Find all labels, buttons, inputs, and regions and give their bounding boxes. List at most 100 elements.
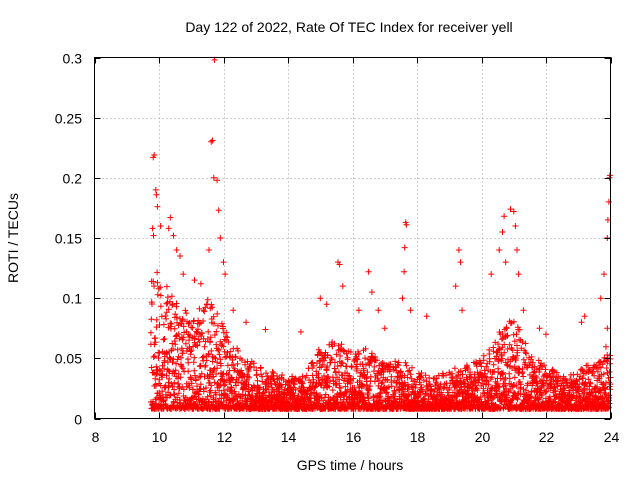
data-point [490, 361, 497, 368]
data-point [164, 294, 171, 301]
data-point [502, 382, 509, 389]
data-point [168, 293, 175, 300]
data-point [153, 191, 160, 198]
data-point [170, 232, 177, 239]
data-point [402, 359, 409, 366]
data-point [509, 353, 516, 360]
data-point [501, 213, 508, 220]
data-point [388, 379, 395, 386]
data-point [206, 247, 212, 253]
data-point [354, 356, 361, 363]
data-point [224, 392, 231, 399]
data-point [339, 360, 346, 367]
data-point [169, 359, 176, 366]
data-point [153, 370, 159, 377]
data-point [196, 305, 203, 312]
data-point [510, 208, 517, 215]
data-point [207, 339, 213, 346]
data-point [501, 341, 508, 348]
data-point [268, 400, 275, 407]
data-point [183, 310, 190, 317]
data-point [586, 379, 593, 386]
data-point [539, 391, 545, 398]
data-point [551, 368, 558, 375]
data-point [415, 370, 422, 377]
data-point [204, 393, 211, 400]
data-point [336, 380, 343, 387]
data-point [153, 324, 160, 331]
grid [94, 57, 611, 419]
data-point [329, 356, 335, 363]
data-point [211, 320, 217, 327]
data-point [417, 373, 423, 380]
data-point [401, 244, 408, 251]
data-point [195, 391, 202, 398]
data-point [597, 295, 604, 302]
x-tick-label: 16 [346, 429, 362, 445]
data-point [322, 391, 329, 398]
data-point [510, 331, 517, 338]
data-point [211, 379, 218, 386]
data-point [246, 374, 253, 381]
data-point [197, 280, 204, 287]
data-point [217, 362, 224, 369]
data-point [161, 365, 168, 372]
data-point [405, 368, 411, 375]
data-point [591, 372, 598, 379]
data-point [584, 362, 591, 369]
data-point [238, 367, 245, 374]
data-point [215, 207, 222, 214]
data-point [420, 377, 427, 384]
data-point [223, 329, 230, 336]
data-point [151, 283, 157, 290]
data-point [490, 344, 497, 351]
data-point [336, 369, 342, 376]
data-point [173, 360, 180, 367]
data-point [161, 336, 168, 342]
data-point [187, 332, 193, 339]
data-point [189, 324, 196, 331]
x-tick-label: 8 [92, 429, 100, 445]
data-point [451, 365, 458, 372]
x-tick-label: 20 [475, 429, 491, 445]
data-point [499, 331, 506, 337]
data-point [207, 334, 214, 341]
data-point [506, 370, 513, 377]
data-point [520, 373, 527, 380]
data-point [324, 352, 331, 358]
data-point [208, 347, 215, 354]
data-point [426, 374, 433, 381]
data-point [433, 375, 440, 382]
data-point [500, 369, 507, 376]
data-point [211, 332, 218, 338]
data-point [377, 389, 384, 396]
data-point [157, 292, 164, 299]
data-point [209, 358, 216, 365]
data-point [350, 375, 357, 382]
data-point [182, 340, 189, 347]
data-point [213, 371, 220, 377]
data-point [603, 365, 610, 371]
data-point [170, 345, 176, 352]
data-point [150, 278, 157, 285]
data-point [373, 357, 380, 364]
data-point [495, 365, 502, 372]
data-point [333, 381, 340, 388]
data-point [214, 359, 221, 366]
data-point [543, 388, 550, 395]
data-point [388, 373, 395, 380]
data-point [194, 342, 201, 349]
y-tick-label: 0.15 [55, 231, 82, 247]
data-point [519, 369, 526, 375]
data-point [392, 390, 399, 396]
data-point [364, 382, 370, 388]
data-point [167, 214, 174, 221]
data-point [499, 355, 506, 362]
data-point [159, 362, 166, 369]
data-point [438, 389, 445, 396]
data-point [367, 383, 374, 390]
data-point [536, 366, 543, 373]
data-point [202, 362, 209, 369]
data-point [385, 384, 392, 391]
data-point [152, 186, 159, 193]
